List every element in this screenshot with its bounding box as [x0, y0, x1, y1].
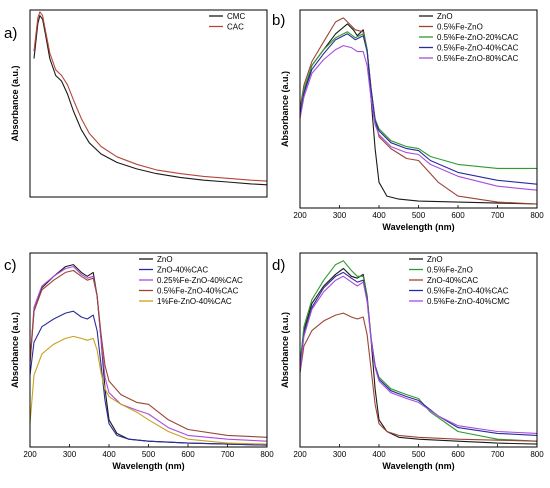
legend-label: CMC — [227, 12, 245, 21]
legend-label: ZnO-40%CAC — [427, 276, 478, 285]
legend-label: ZnO — [157, 255, 173, 264]
x-tick-label: 800 — [530, 450, 544, 459]
x-axis-label: Wavelength (nm) — [382, 222, 454, 232]
legend-label: 0.25%Fe-ZnO-40%CAC — [157, 276, 243, 285]
y-axis-label: Absorbance (a.u.) — [10, 65, 20, 141]
x-tick-label: 400 — [372, 450, 386, 459]
x-tick-label: 300 — [333, 450, 347, 459]
x-tick-label: 300 — [63, 450, 77, 459]
chart-panel-4: 200 300 400 500 600 700 800 Wavelength (nm) Abso… — [272, 252, 544, 471]
panel-label: a) — [4, 25, 17, 42]
series-line-4 — [29, 269, 268, 438]
legend-label: 0.5%Fe-ZnO — [427, 266, 473, 275]
x-tick-label: 200 — [293, 450, 307, 459]
legend-label: ZnO — [427, 255, 443, 264]
x-tick-label: 500 — [412, 211, 426, 220]
x-tick-label: 500 — [412, 450, 426, 459]
plot-frame — [299, 252, 538, 448]
legend-label: ZnO — [437, 12, 453, 21]
legend-label: 0.5%Fe-ZnO-20%CAC — [437, 33, 519, 42]
x-tick-label: 600 — [451, 450, 465, 459]
series-line-5 — [29, 335, 268, 445]
series-line-1 — [33, 15, 268, 186]
x-tick-label: 300 — [333, 211, 347, 220]
legend-label: 0.5%Fe-ZnO-40%CAC — [427, 287, 509, 296]
x-tick-label: 600 — [451, 211, 465, 220]
x-tick-label: 400 — [372, 211, 386, 220]
legend-label: 0.5%Fe-ZnO-40%CAC — [157, 287, 239, 296]
x-axis-label: Wavelength (nm) — [382, 461, 454, 471]
series-line-2 — [33, 11, 268, 182]
legend-label: 0.5%Fe-ZnO-80%CAC — [437, 54, 519, 63]
chart-panel-3: 200 300 400 500 600 700 800 Wavelength (nm) Abso… — [4, 252, 274, 471]
legend-label: 0.5%Fe-ZnO — [437, 23, 483, 32]
legend-label: 1%Fe-ZnO-40%CAC — [157, 297, 232, 306]
chart-panel-1: Absorbance (a.u.) a) CMC CAC — [4, 9, 268, 198]
x-tick-label: 200 — [293, 211, 307, 220]
chart-panel-2: 200 300 400 500 600 700 800 Wavelength (nm) Abso… — [272, 9, 544, 232]
panel-label: b) — [272, 12, 285, 29]
y-axis-label: Absorbance (a.u.) — [280, 312, 290, 388]
legend-label: 0.5%Fe-ZnO-40%CMC — [427, 297, 510, 306]
series-line-5 — [299, 275, 538, 434]
plot-frame — [29, 9, 268, 198]
x-tick-label: 700 — [491, 211, 505, 220]
x-tick-label: 800 — [530, 211, 544, 220]
series-line-4 — [299, 33, 538, 185]
y-axis-label: Absorbance (a.u.) — [10, 312, 20, 388]
panel-label: c) — [4, 257, 17, 274]
x-tick-label: 400 — [102, 450, 116, 459]
legend-label: 0.5%Fe-ZnO-40%CAC — [437, 44, 519, 53]
x-tick-label: 500 — [142, 450, 156, 459]
x-tick-label: 700 — [221, 450, 235, 459]
legend-label: CAC — [227, 23, 244, 32]
x-tick-label: 700 — [491, 450, 505, 459]
y-axis-label: Absorbance (a.u.) — [280, 71, 290, 147]
x-tick-label: 600 — [181, 450, 195, 459]
series-line-3 — [299, 312, 538, 442]
x-axis-label: Wavelength (nm) — [112, 461, 184, 471]
series-line-2 — [29, 310, 268, 446]
x-tick-label: 800 — [260, 450, 274, 459]
panel-label: d) — [272, 257, 285, 274]
series-line-5 — [299, 45, 538, 191]
x-tick-label: 200 — [23, 450, 37, 459]
legend-label: ZnO-40%CAC — [157, 266, 208, 275]
